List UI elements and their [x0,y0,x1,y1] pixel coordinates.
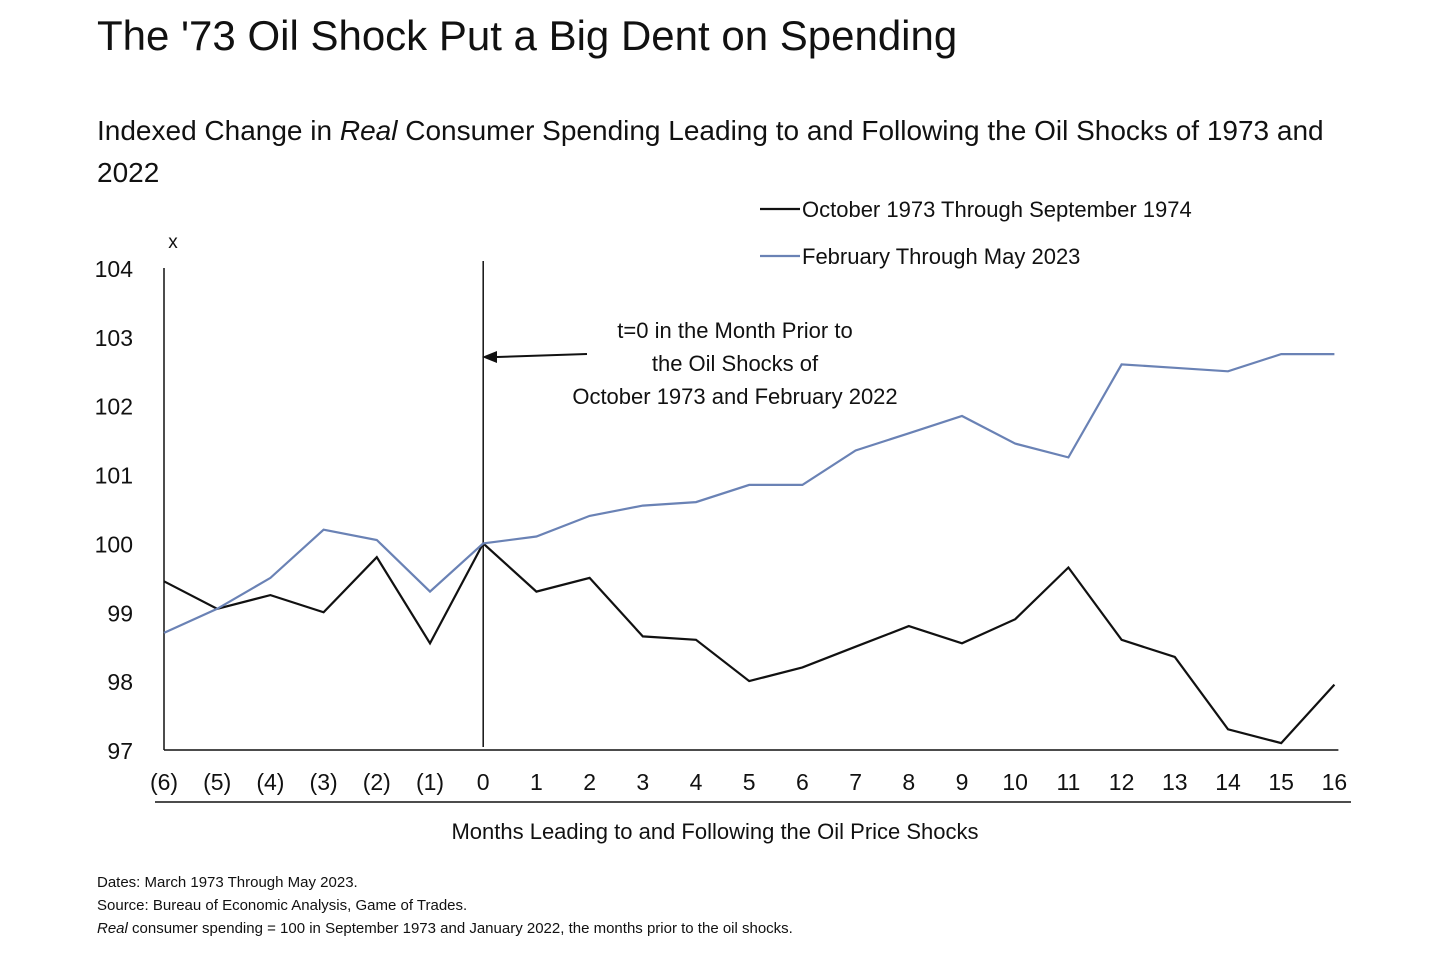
x-tick-label-21: 15 [1268,769,1294,795]
footnote-definition: Real consumer spending = 100 in Septembe… [97,917,793,940]
y-tick-label-101: 101 [95,463,133,489]
chart-footnotes: Dates: March 1973 Through May 2023. Sour… [97,871,793,940]
footnote-italic-word: Real [97,920,128,937]
x-tick-label-8: 2 [583,769,596,795]
footnote-dates: Dates: March 1973 Through May 2023. [97,874,358,891]
chart-title: The '73 Oil Shock Put a Big Dent on Spen… [97,12,958,59]
x-tick-label-6: 0 [477,769,490,795]
x-tick-label-9: 3 [636,769,649,795]
x-tick-label-4: (2) [363,769,391,795]
x-tick-label-5: (1) [416,769,444,795]
x-tick-label-16: 10 [1002,769,1028,795]
x-tick-label-11: 5 [743,769,756,795]
annotation-line-2: the Oil Shocks of [652,351,819,376]
annotation-arrow-shaft [496,353,588,358]
x-tick-label-1: (5) [203,769,231,795]
x-tick-label-18: 12 [1109,769,1135,795]
x-tick-label-0: (6) [150,769,178,795]
subtitle-text-before: Indexed Change in [97,115,340,146]
series-line-2 [163,353,1335,634]
x-tick-label-13: 7 [849,769,862,795]
x-tick-label-3: (3) [310,769,338,795]
y-tick-label-98: 98 [107,669,133,695]
y-axis-label: x [168,232,178,253]
legend-label-1: October 1973 Through September 1974 [802,197,1192,222]
x-tick-label-17: 11 [1056,769,1080,795]
subtitle-text-after: Consumer Spending Leading to and Followi… [97,115,1324,188]
x-tick-label-10: 4 [690,769,703,795]
y-tick-label-97: 97 [107,738,133,764]
y-tick-label-104: 104 [95,256,134,282]
y-tick-label-100: 100 [95,531,133,557]
x-tick-label-7: 1 [530,769,543,795]
x-tick-label-2: (4) [256,769,284,795]
x-tick-label-19: 13 [1162,769,1188,795]
annotation-line-1: t=0 in the Month Prior to [617,318,852,343]
x-tick-label-20: 14 [1215,769,1241,795]
y-tick-label-103: 103 [95,325,133,351]
series-line-1 [163,541,1336,745]
footnote-definition-text: consumer spending = 100 in September 197… [127,920,793,937]
x-tick-label-15: 9 [956,769,969,795]
x-tick-label-22: 16 [1322,769,1348,795]
annotation-arrowhead [482,351,497,363]
x-tick-label-12: 6 [796,769,809,795]
footnote-source: Source: Bureau of Economic Analysis, Gam… [97,897,468,914]
y-tick-label-99: 99 [107,600,133,626]
x-tick-label-14: 8 [902,769,915,795]
x-axis-label: Months Leading to and Following the Oil … [451,819,978,844]
annotation-line-3: October 1973 and February 2022 [572,384,897,409]
subtitle-italic-word: Real [339,115,398,146]
y-tick-label-102: 102 [95,394,133,420]
legend-label-2: February Through May 2023 [802,244,1080,269]
chart-subtitle: Indexed Change in Real Consumer Spending… [97,110,1357,194]
